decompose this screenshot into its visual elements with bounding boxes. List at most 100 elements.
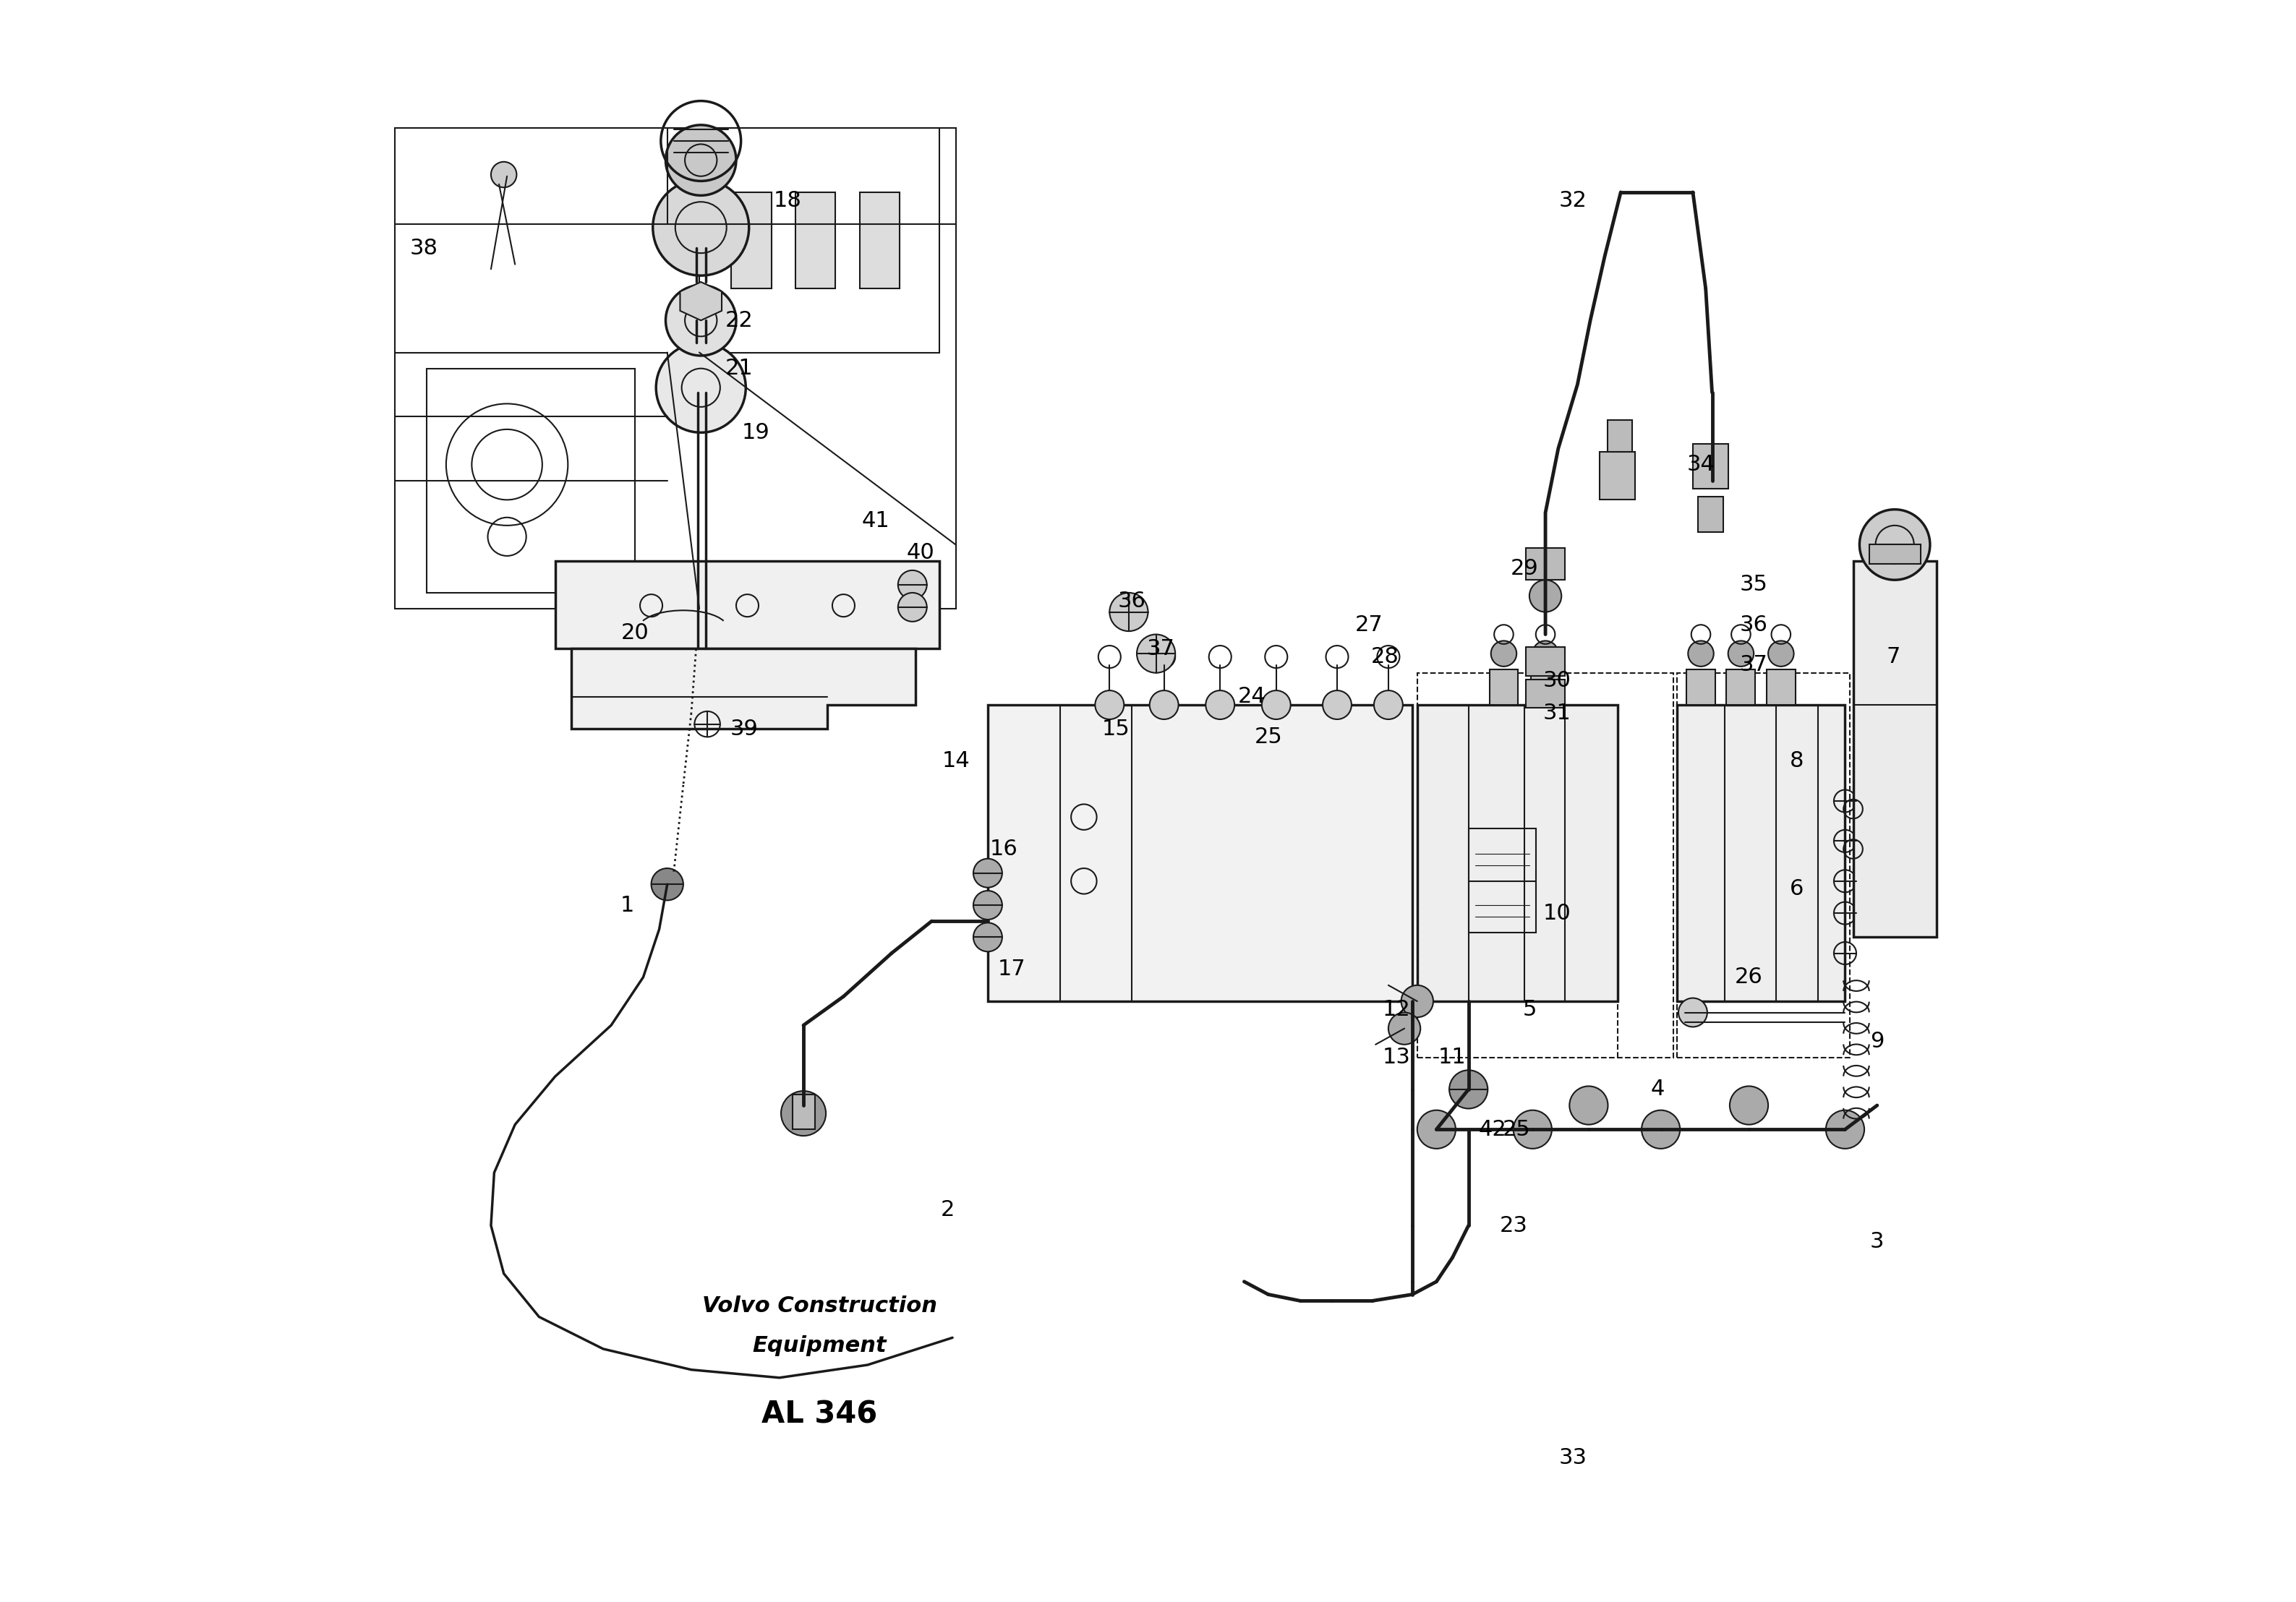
Text: 6: 6 [1791, 878, 1805, 900]
Text: 13: 13 [1382, 1046, 1410, 1069]
Bar [794, 192, 836, 288]
Circle shape [1534, 641, 1559, 666]
Bar [1527, 647, 1564, 676]
Circle shape [1678, 998, 1708, 1027]
Bar [1766, 670, 1795, 705]
Text: 3: 3 [1869, 1230, 1885, 1253]
Text: 25: 25 [1502, 1118, 1531, 1141]
Circle shape [666, 125, 737, 195]
Text: 36: 36 [1740, 614, 1768, 636]
Circle shape [781, 1091, 827, 1136]
Text: 37: 37 [1740, 654, 1768, 676]
Circle shape [1109, 593, 1148, 631]
Circle shape [1729, 641, 1754, 666]
Bar [1417, 673, 1674, 1057]
Circle shape [1570, 1086, 1607, 1125]
Text: 21: 21 [726, 357, 753, 380]
Bar [427, 368, 636, 593]
Text: 25: 25 [1254, 726, 1281, 748]
Circle shape [1095, 690, 1125, 719]
Text: 28: 28 [1371, 646, 1398, 668]
Text: 33: 33 [1559, 1447, 1587, 1469]
Circle shape [1490, 641, 1518, 666]
Text: 2: 2 [941, 1198, 955, 1221]
Text: 34: 34 [1688, 453, 1715, 476]
Circle shape [1150, 690, 1178, 719]
Text: Equipment: Equipment [753, 1334, 886, 1357]
Text: 12: 12 [1382, 998, 1410, 1020]
Text: 37: 37 [1146, 638, 1176, 660]
Circle shape [1263, 690, 1290, 719]
Text: 15: 15 [1102, 718, 1130, 740]
Circle shape [1642, 1110, 1681, 1149]
Text: 5: 5 [1522, 998, 1536, 1020]
Bar [1527, 548, 1564, 580]
Bar [987, 705, 1412, 1001]
Text: 40: 40 [907, 541, 934, 564]
Bar [1600, 452, 1635, 500]
Circle shape [1322, 690, 1352, 719]
Text: 9: 9 [1871, 1030, 1885, 1053]
Circle shape [1137, 634, 1176, 673]
Text: 1: 1 [620, 894, 634, 916]
Text: 17: 17 [999, 958, 1026, 980]
Text: 26: 26 [1736, 966, 1763, 988]
Bar [1853, 561, 1936, 937]
Text: 10: 10 [1543, 902, 1570, 924]
Text: Volvo Construction: Volvo Construction [703, 1294, 937, 1317]
Circle shape [1688, 641, 1713, 666]
Polygon shape [572, 649, 916, 729]
Text: 11: 11 [1440, 1046, 1467, 1069]
Circle shape [974, 891, 1001, 920]
Bar [1417, 705, 1619, 1001]
Text: 29: 29 [1511, 557, 1538, 580]
Circle shape [666, 285, 737, 356]
Text: 35: 35 [1740, 574, 1768, 596]
Circle shape [1529, 580, 1561, 612]
Circle shape [974, 859, 1001, 888]
Text: 36: 36 [1118, 590, 1146, 612]
Text: 41: 41 [861, 509, 889, 532]
Text: 39: 39 [730, 718, 758, 740]
Circle shape [898, 570, 928, 599]
Text: 23: 23 [1499, 1214, 1527, 1237]
Text: 19: 19 [742, 421, 769, 444]
Bar [792, 1094, 815, 1129]
Bar [1869, 545, 1919, 564]
Bar [395, 128, 955, 609]
Text: 7: 7 [1885, 646, 1901, 668]
Text: 27: 27 [1355, 614, 1382, 636]
Circle shape [1417, 1110, 1456, 1149]
Text: 16: 16 [990, 838, 1017, 860]
Text: 14: 14 [941, 750, 969, 772]
Circle shape [898, 593, 928, 622]
Bar [1676, 705, 1846, 1001]
Circle shape [1729, 1086, 1768, 1125]
Text: 4: 4 [1651, 1078, 1665, 1101]
Bar [732, 192, 771, 288]
Text: AL 346: AL 346 [762, 1400, 877, 1429]
Circle shape [1825, 1110, 1864, 1149]
Bar [700, 128, 939, 352]
Circle shape [491, 162, 517, 187]
Circle shape [652, 179, 748, 276]
Circle shape [974, 923, 1001, 952]
Bar [1490, 670, 1518, 705]
Circle shape [1205, 690, 1235, 719]
Circle shape [652, 868, 684, 900]
Text: 38: 38 [409, 237, 439, 260]
Circle shape [1401, 985, 1433, 1017]
Bar [1527, 679, 1564, 708]
Bar [680, 168, 721, 184]
Bar [1469, 828, 1536, 932]
Text: 31: 31 [1543, 702, 1570, 724]
Bar [1697, 497, 1724, 532]
Circle shape [1513, 1110, 1552, 1149]
Text: 30: 30 [1543, 670, 1570, 692]
Text: 18: 18 [774, 189, 801, 211]
Text: 8: 8 [1791, 750, 1805, 772]
Bar [1607, 420, 1632, 452]
Circle shape [657, 343, 746, 433]
Circle shape [1449, 1070, 1488, 1109]
Bar [859, 192, 900, 288]
